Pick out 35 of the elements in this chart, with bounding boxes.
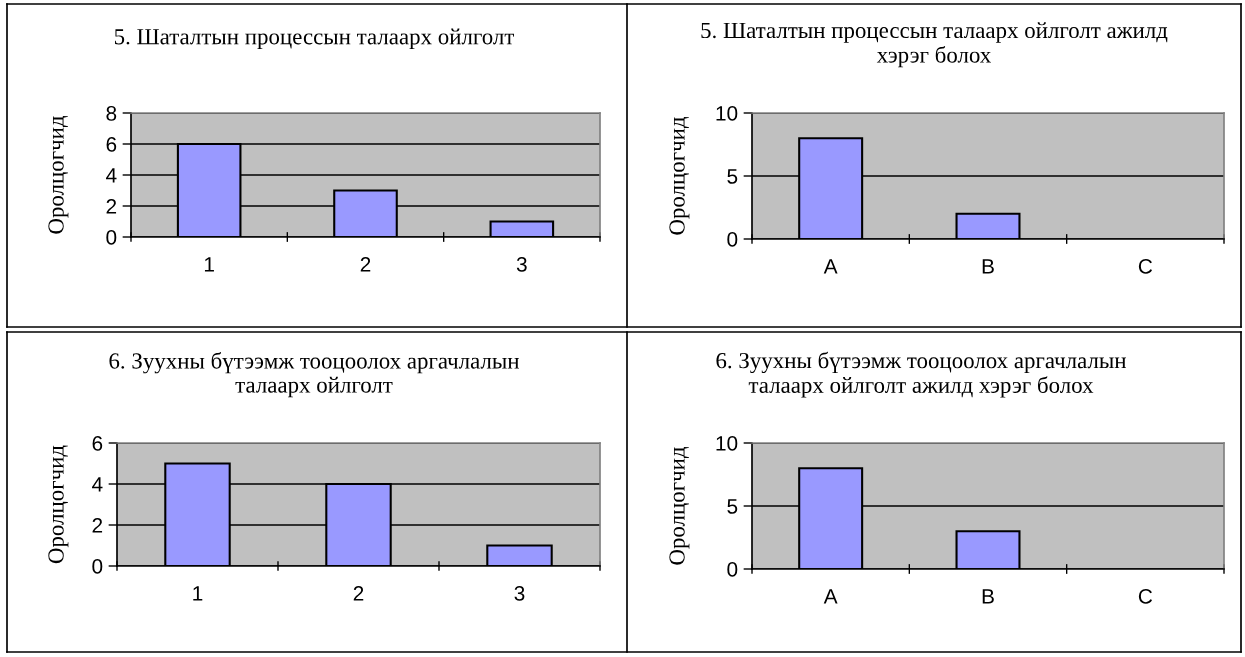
x-tick-label: 3 [514,585,525,601]
y-tick-label: 6 [106,137,117,152]
y-axis-title: Оролцогчид [669,116,690,235]
chart-title: 5. Шаталтын процессын талаарх ойлголт ажилд хэрэг болох [701,22,1168,68]
x-tick-label: A [823,589,838,604]
y-axis-title: Оролцогчид [48,445,69,564]
chart-title: 6. Зуухны бүтээмж тооцоолох аргачлалын талаарх ойлголт [109,352,520,398]
x-tick-label: B [982,589,994,604]
y-tick-label: 0 [727,232,738,247]
y-tick-label: 10 [716,106,738,121]
y-tick-label: 2 [92,518,103,533]
x-tick-label: 2 [353,585,364,601]
chart-title: 6. Зуухны бүтээмж тооцоолох аргачлалын талаарх ойлголт ажилд хэрэг болох [716,351,1127,398]
x-tick-label: 2 [360,256,371,272]
y-tick-label: 0 [727,562,738,577]
y-tick-label: 8 [106,106,117,121]
chart-title: 5. Шаталтын процессын талаарх ойлголт [114,28,515,50]
y-tick-label: 6 [92,436,103,451]
y-tick-label: 0 [106,230,117,245]
x-tick-label: 1 [193,586,203,601]
y-tick-label: 4 [92,477,103,492]
y-axis-title: Оролцогчид [48,115,69,234]
y-axis-title: Оролцогчид [669,446,690,565]
x-tick-label: 3 [516,256,527,272]
y-tick-label: 2 [106,199,117,214]
x-tick-label: 1 [204,257,214,272]
y-tick-label: 4 [106,168,117,183]
y-tick-label: 10 [716,436,738,451]
y-tick-label: 0 [92,559,103,574]
x-tick-label: B [982,259,994,274]
y-tick-label: 5 [727,169,738,184]
x-tick-label: C [1138,588,1153,604]
y-tick-label: 5 [727,499,738,514]
x-tick-label: C [1138,258,1153,274]
x-tick-label: A [823,259,838,274]
